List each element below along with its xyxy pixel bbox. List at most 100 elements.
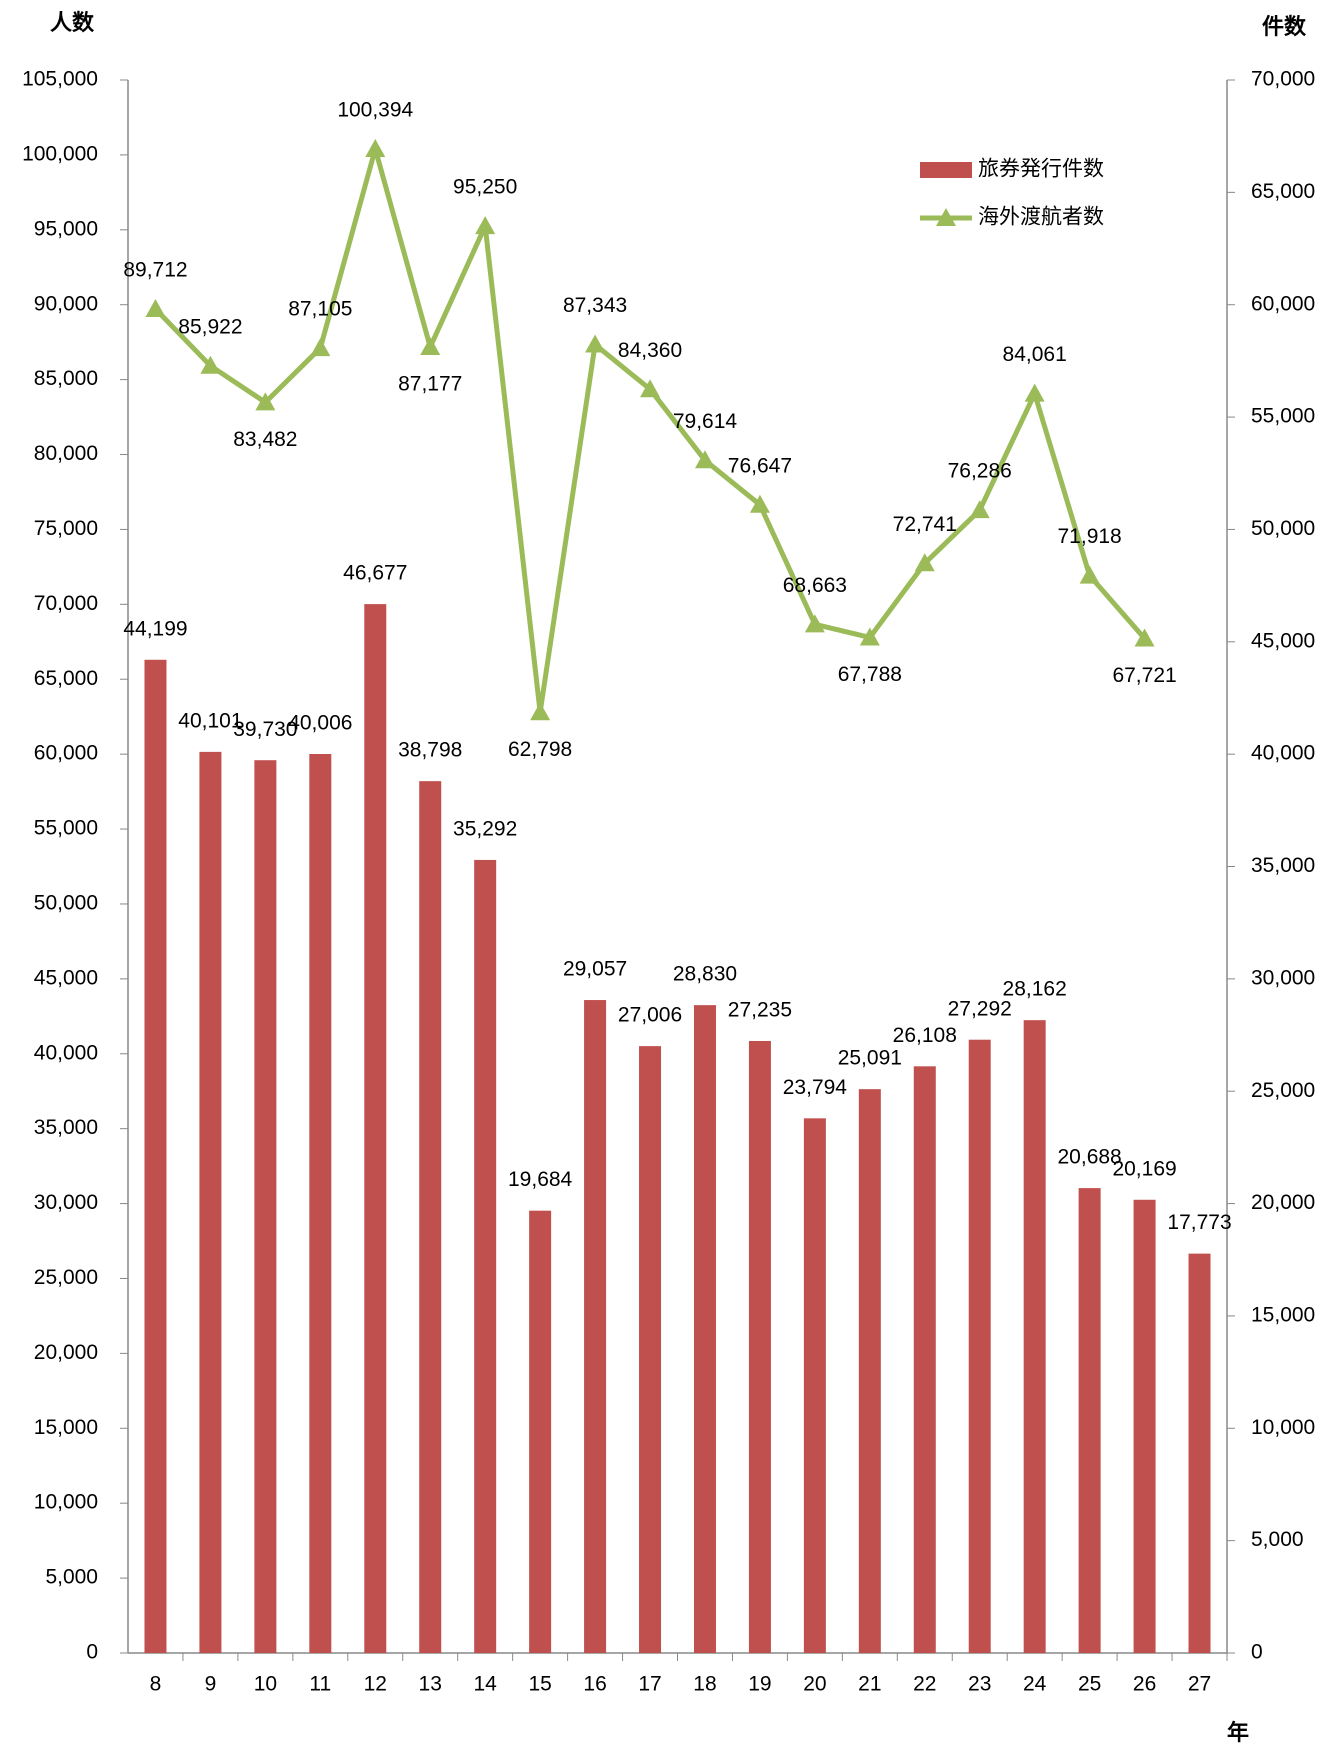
- x-tick-label: 22: [913, 1673, 936, 1696]
- y-tick-label: 5,000: [45, 1566, 98, 1589]
- bar-value-label: 44,199: [123, 617, 187, 640]
- line-value-label: 71,918: [1058, 525, 1122, 548]
- line-marker: [694, 450, 715, 469]
- bar-value-label: 40,101: [178, 709, 242, 732]
- y2-tick-label: 50,000: [1251, 517, 1315, 540]
- legend-marker: [936, 208, 956, 226]
- y2-tick-label: 25,000: [1251, 1079, 1315, 1102]
- y-tick-label: 45,000: [34, 966, 98, 989]
- bar-value-label: 25,091: [838, 1047, 902, 1070]
- y-tick-label: 20,000: [34, 1341, 98, 1364]
- bar: [639, 1046, 662, 1653]
- bar-value-label: 38,798: [398, 739, 462, 762]
- y2-tick-label: 70,000: [1251, 68, 1315, 91]
- line-value-label: 87,343: [563, 294, 627, 317]
- x-tick-label: 19: [748, 1673, 771, 1696]
- y-tick-label: 55,000: [34, 817, 98, 840]
- bar-value-label: 27,006: [618, 1004, 682, 1027]
- y2-tick-label: 20,000: [1251, 1191, 1315, 1214]
- y-tick-label: 85,000: [34, 367, 98, 390]
- x-tick-label: 11: [309, 1673, 331, 1696]
- bar-value-label: 39,730: [233, 718, 297, 741]
- x-tick-label: 10: [254, 1673, 277, 1696]
- line-value-label: 87,177: [398, 373, 462, 396]
- bar-value-label: 20,688: [1058, 1146, 1122, 1169]
- x-tick-label: 14: [473, 1673, 497, 1696]
- y-tick-label: 50,000: [34, 891, 98, 914]
- y-tick-label: 90,000: [34, 292, 98, 315]
- bar: [474, 859, 497, 1653]
- y2-tick-label: 30,000: [1251, 966, 1315, 989]
- y2-tick-label: 15,000: [1251, 1303, 1315, 1326]
- bar: [529, 1210, 552, 1653]
- x-tick-label: 16: [583, 1673, 606, 1696]
- bar: [364, 604, 387, 1654]
- line-value-label: 83,482: [233, 428, 297, 451]
- line-marker: [200, 355, 221, 374]
- y-tick-label: 75,000: [34, 517, 98, 540]
- bar-value-label: 27,235: [728, 999, 792, 1022]
- y2-tick-label: 55,000: [1251, 405, 1315, 428]
- bar-value-label: 27,292: [948, 997, 1012, 1020]
- x-tick-label: 27: [1188, 1673, 1211, 1696]
- line: [153, 146, 1147, 715]
- y-tick-label: 105,000: [22, 68, 98, 91]
- bar: [199, 751, 222, 1653]
- bar: [1133, 1199, 1156, 1653]
- y-tick-label: 70,000: [34, 592, 98, 615]
- y2-tick-label: 40,000: [1251, 742, 1315, 765]
- x-tick-label: 21: [858, 1673, 881, 1696]
- bar-value-label: 35,292: [453, 817, 517, 840]
- line-marker: [255, 392, 276, 411]
- line-value-label: 79,614: [673, 410, 738, 433]
- bar: [1078, 1188, 1101, 1653]
- x-tick-label: 20: [803, 1673, 826, 1696]
- line-marker: [914, 553, 935, 572]
- bar-value-label: 23,794: [783, 1076, 848, 1099]
- line-value-label: 84,061: [1003, 343, 1067, 366]
- y-axis-label: 人数: [50, 10, 95, 35]
- x-tick-label: 26: [1133, 1673, 1156, 1696]
- bar: [913, 1066, 936, 1653]
- bar-value-label: 28,162: [1003, 978, 1067, 1001]
- bar: [1188, 1253, 1211, 1653]
- line-value-label: 62,798: [508, 738, 572, 761]
- x-tick-label: 25: [1078, 1673, 1101, 1696]
- y-tick-label: 0: [86, 1641, 98, 1664]
- line-value-label: 76,286: [948, 460, 1012, 483]
- y2-tick-label: 10,000: [1251, 1416, 1315, 1439]
- y2-tick-label: 45,000: [1251, 629, 1315, 652]
- line-marker: [969, 500, 990, 519]
- y-tick-label: 25,000: [34, 1266, 98, 1289]
- line-value-label: 89,712: [123, 259, 187, 282]
- bar: [419, 781, 442, 1653]
- bar: [748, 1040, 771, 1653]
- legend-label: 海外渡航者数: [978, 206, 1104, 229]
- line-value-label: 87,105: [288, 298, 352, 321]
- line-marker: [1024, 383, 1045, 402]
- legend-swatch: [920, 162, 972, 178]
- bar: [254, 760, 277, 1653]
- y-tick-label: 60,000: [34, 742, 98, 765]
- bar-value-label: 19,684: [508, 1168, 573, 1191]
- bar: [584, 1000, 607, 1653]
- y-tick-label: 10,000: [34, 1491, 98, 1514]
- line-value-label: 85,922: [178, 315, 242, 338]
- line-value-label: 95,250: [453, 176, 517, 199]
- line-value-label: 72,741: [893, 513, 957, 536]
- bar-value-label: 46,677: [343, 562, 407, 585]
- bar: [858, 1089, 881, 1653]
- bar-value-label: 28,830: [673, 963, 737, 986]
- x-tick-label: 13: [419, 1673, 442, 1696]
- y-tick-label: 65,000: [34, 667, 98, 690]
- bar: [144, 659, 167, 1653]
- y-tick-label: 80,000: [34, 442, 98, 465]
- x-axis-label: 年: [1227, 1720, 1249, 1745]
- bar-value-label: 17,773: [1167, 1211, 1231, 1234]
- line-value-label: 68,663: [783, 574, 847, 597]
- x-tick-label: 23: [968, 1673, 991, 1696]
- x-tick-label: 8: [150, 1673, 162, 1696]
- line-marker: [859, 627, 880, 646]
